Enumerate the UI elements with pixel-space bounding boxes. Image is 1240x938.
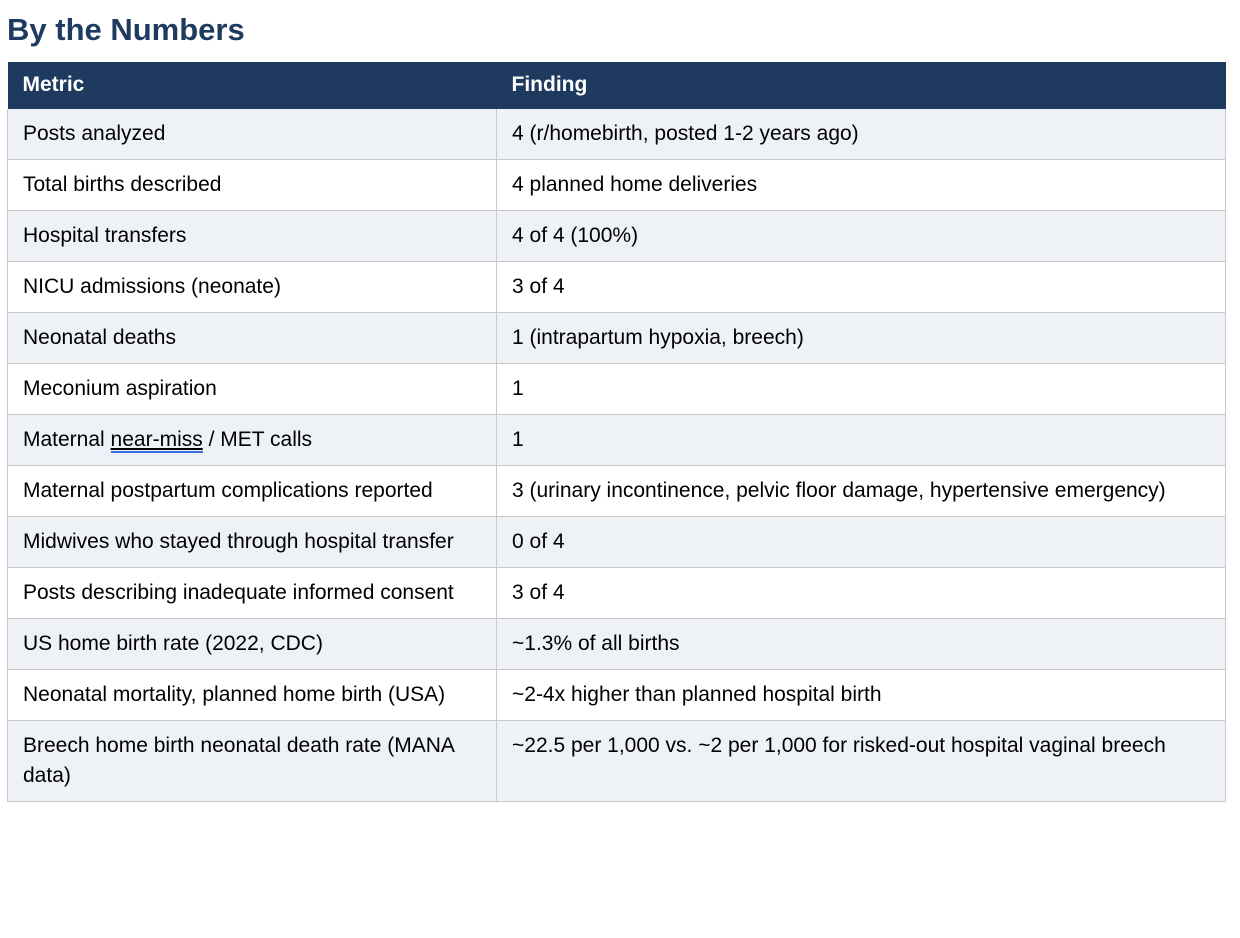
table-row: Maternal near-miss / MET calls 1 — [7, 414, 1226, 466]
finding-cell: ~22.5 per 1,000 vs. ~2 per 1,000 for ris… — [496, 720, 1226, 802]
metric-cell: Hospital transfers — [7, 210, 497, 262]
table-row: Maternal postpartum complications report… — [7, 465, 1226, 517]
table-body: Posts analyzed 4 (r/homebirth, posted 1-2… — [7, 109, 1226, 802]
table-header: Metric Finding — [7, 62, 1226, 109]
finding-cell: 4 planned home deliveries — [496, 159, 1226, 211]
metric-cell: NICU admissions (neonate) — [7, 261, 497, 313]
finding-cell: 0 of 4 — [496, 516, 1226, 568]
header-row: Metric Finding — [7, 62, 1226, 109]
table-row: Meconium aspiration 1 — [7, 363, 1226, 415]
finding-cell: 4 of 4 (100%) — [496, 210, 1226, 262]
metric-cell: Neonatal mortality, planned home birth (… — [7, 669, 497, 721]
spellcheck-underlined-term[interactable]: near-miss — [110, 428, 203, 453]
finding-cell: 3 of 4 — [496, 567, 1226, 619]
metric-cell: Neonatal deaths — [7, 312, 497, 364]
finding-cell: 1 — [496, 363, 1226, 415]
table-row: Breech home birth neonatal death rate (M… — [7, 720, 1226, 802]
column-header-finding: Finding — [496, 62, 1226, 109]
table-row: US home birth rate (2022, CDC) ~1.3% of a… — [7, 618, 1226, 670]
table-row: Neonatal deaths 1 (intrapartum hypoxia, b… — [7, 312, 1226, 364]
finding-cell: 3 (urinary incontinence, pelvic floor da… — [496, 465, 1226, 517]
table-row: Neonatal mortality, planned home birth (… — [7, 669, 1226, 721]
page-title: By the Numbers — [7, 12, 245, 47]
finding-cell: ~1.3% of all births — [496, 618, 1226, 670]
metric-cell: Breech home birth neonatal death rate (M… — [7, 720, 497, 802]
metric-cell: Posts describing inadequate informed con… — [7, 567, 497, 619]
table-row: Midwives who stayed through hospital tra… — [7, 516, 1226, 568]
metric-text: / MET calls — [202, 428, 313, 451]
metric-cell: US home birth rate (2022, CDC) — [7, 618, 497, 670]
finding-cell: 4 (r/homebirth, posted 1-2 years ago) — [496, 109, 1226, 160]
metric-cell: Total births described — [7, 159, 497, 211]
document-page: By the Numbers Metric Finding Posts anal… — [7, 12, 1226, 802]
column-header-metric: Metric — [7, 62, 497, 109]
metric-cell: Posts analyzed — [7, 109, 497, 160]
metric-text: Maternal — [23, 428, 111, 451]
metric-cell: Meconium aspiration — [7, 363, 497, 415]
finding-cell: 3 of 4 — [496, 261, 1226, 313]
finding-cell: ~2-4x higher than planned hospital birth — [496, 669, 1226, 721]
table-row: Hospital transfers 4 of 4 (100%) — [7, 210, 1226, 262]
table-row: Posts describing inadequate informed con… — [7, 567, 1226, 619]
finding-cell: 1 (intrapartum hypoxia, breech) — [496, 312, 1226, 364]
table-row: Posts analyzed 4 (r/homebirth, posted 1-2… — [7, 109, 1226, 160]
table-row: NICU admissions (neonate) 3 of 4 — [7, 261, 1226, 313]
metric-cell: Maternal postpartum complications report… — [7, 465, 497, 517]
metric-cell: Midwives who stayed through hospital tra… — [7, 516, 497, 568]
table-row: Total births described 4 planned home del… — [7, 159, 1226, 211]
metric-cell: Maternal near-miss / MET calls — [7, 414, 497, 466]
by-the-numbers-table: Metric Finding Posts analyzed 4 (r/homebi… — [7, 62, 1226, 802]
finding-cell: 1 — [496, 414, 1226, 466]
